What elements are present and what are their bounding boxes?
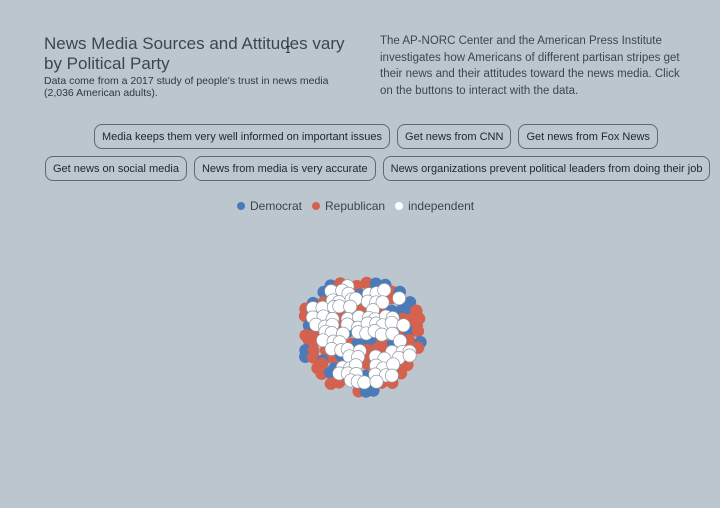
page-title: News Media Sources and Attitudes vary by… [44,34,345,73]
respondent-bubble [377,283,392,297]
filter-button-well-informed[interactable]: Media keeps them very well informed on i… [94,124,391,149]
respondent-bubble [402,348,417,363]
legend-label-independent: independent [408,199,475,213]
respondent-bubble [396,318,411,333]
filter-button-prevent-leaders[interactable]: News organizations prevent political lea… [382,156,711,181]
header: News Media Sources and Attitudes vary by… [44,34,354,99]
respondent-bubble [357,375,372,390]
legend-label-democrat: Democrat [250,199,303,213]
respondent-bubble [360,276,373,290]
respondent-bubble [369,374,384,389]
legend-item-democrat[interactable]: Democrat [237,199,302,213]
republican-dot-icon [312,202,321,210]
independent-dot-icon [395,202,404,210]
respondent-bubble [411,324,425,338]
respondent-bubble [315,357,329,370]
democrat-dot-icon [237,202,245,210]
legend-item-republican[interactable]: Republican [312,199,385,213]
filter-button-very-accurate[interactable]: News from media is very accurate [193,156,376,181]
intro-text: The AP-NORC Center and the American Pres… [380,35,680,97]
filter-button-fox-news[interactable]: Get news from Fox News [518,124,658,149]
legend-item-independent[interactable]: independent [395,199,474,213]
filter-button-cnn[interactable]: Get news from CNN [397,124,512,149]
respondent-bubble [384,368,399,383]
legend: Democrat Republican independent [237,199,484,213]
legend-label-republican: Republican [325,199,386,213]
respondent-bubble [392,291,407,306]
filter-button-social-media[interactable]: Get news on social media [45,156,187,181]
filter-buttons-row-1: Media keeps them very well informed on i… [94,124,658,149]
page-subtitle: Data come from a 2017 study of people's … [44,75,329,99]
respondent-bubble [306,351,320,364]
text-cursor-icon: I [285,45,292,56]
bubble-cluster [298,276,427,398]
respondent-bubble [343,299,358,314]
respondent-bubble [375,295,390,310]
filter-buttons-row-2: Get news on social media News from media… [45,156,711,181]
